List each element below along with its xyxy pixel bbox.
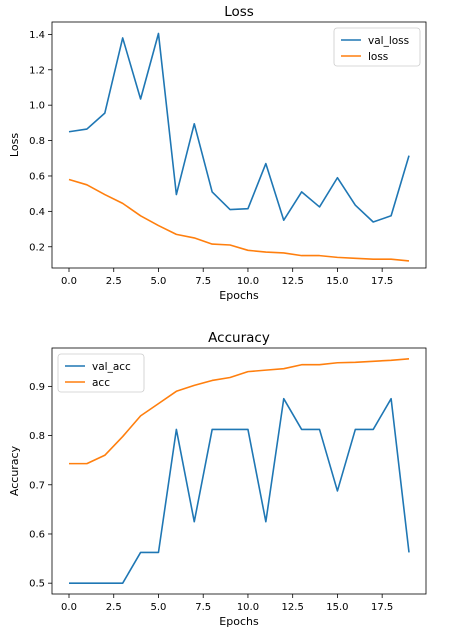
y-tick-label: 0.9: [29, 382, 45, 393]
y-axis-label: Loss: [8, 133, 21, 157]
x-tick-label: 15.0: [326, 276, 348, 287]
legend-label-loss: loss: [368, 51, 388, 63]
chart-1: Loss 0.0 2.5 5.0 7.5 10.0 12.5 15.0 17.5 0.2 0.4 0.…: [8, 4, 427, 302]
chart-title: Accuracy: [208, 330, 270, 346]
y-tick-label: 0.2: [29, 242, 45, 253]
x-tick-label: 7.5: [195, 276, 211, 287]
y-tick-label: 1.4: [29, 30, 45, 41]
series-line-acc: [69, 358, 410, 465]
plot-frame: [51, 347, 427, 595]
series-line-loss: [68, 178, 410, 262]
y-tick-label: 0.4: [29, 207, 45, 218]
x-tick-label: 12.5: [282, 276, 304, 287]
chart-title: Loss: [224, 4, 254, 20]
legend-label-acc: acc: [92, 377, 110, 389]
series-line-val_acc: [69, 397, 410, 584]
x-tick-label: 0.0: [61, 276, 77, 287]
y-tick-label: 0.8: [29, 431, 45, 442]
x-axis-label: Epochs: [219, 289, 259, 302]
y-tick-label: 0.7: [29, 480, 45, 491]
y-axis-label: Accuracy: [8, 445, 21, 496]
x-tick-label: 0.0: [61, 602, 77, 613]
x-axis-label: Epochs: [219, 615, 259, 628]
x-tick-label: 17.5: [371, 602, 393, 613]
y-tick-label: 0.6: [29, 529, 45, 540]
y-tick-label: 1.2: [29, 65, 45, 76]
x-tick-label: 2.5: [106, 276, 122, 287]
x-tick-label: 12.5: [282, 602, 304, 613]
x-tick-label: 17.5: [371, 276, 393, 287]
plot-frame: [51, 21, 427, 269]
x-tick-label: 5.0: [151, 276, 167, 287]
legend-label-val_acc: val_acc: [92, 361, 131, 373]
x-tick-label: 2.5: [106, 602, 122, 613]
y-tick-label: 1.0: [29, 101, 45, 112]
x-tick-label: 10.0: [237, 276, 259, 287]
x-tick-label: 15.0: [326, 602, 348, 613]
y-tick-label: 0.6: [29, 171, 45, 182]
series-line-val_loss: [68, 32, 410, 223]
legend-label-val_loss: val_loss: [368, 35, 409, 47]
x-tick-label: 10.0: [237, 602, 259, 613]
chart-2: Accuracy 0.0 2.5 5.0 7.5 10.0 12.5 15.0 17.5 0.5 0…: [8, 330, 427, 628]
x-tick-label: 7.5: [195, 602, 211, 613]
y-tick-label: 0.5: [29, 579, 45, 590]
x-tick-label: 5.0: [151, 602, 167, 613]
y-tick-label: 0.8: [29, 136, 45, 147]
